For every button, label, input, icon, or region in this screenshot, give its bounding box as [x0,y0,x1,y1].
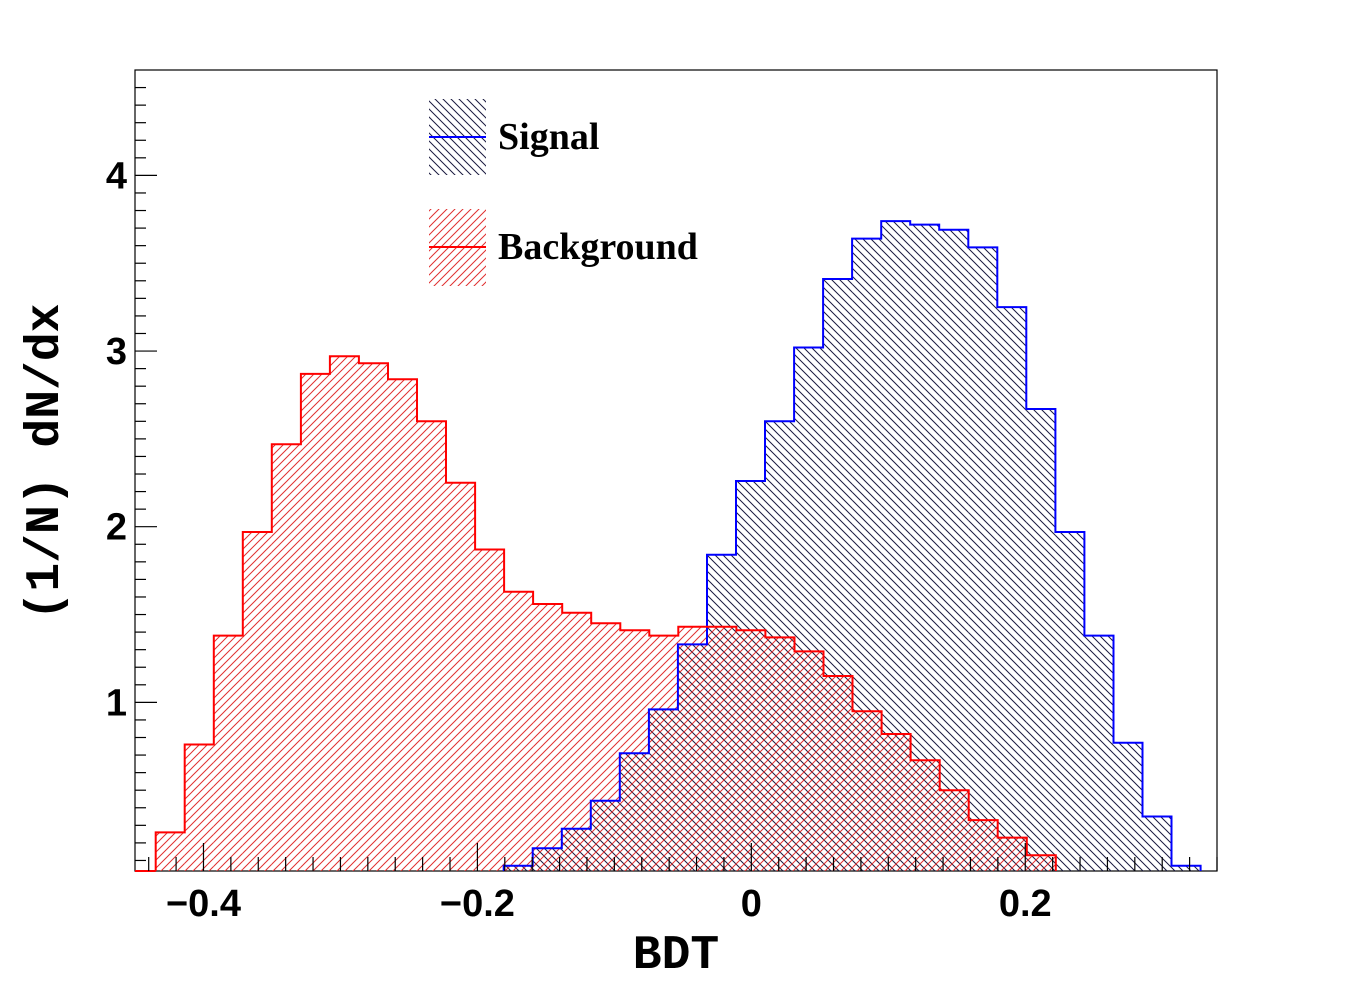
bar-background-20 [736,630,766,871]
legend-label-background: Background [498,226,698,268]
bar-background-7 [358,363,388,871]
bar-background-22 [794,651,824,871]
bar-signal-17 [997,307,1027,871]
histogram-layer [135,220,1202,872]
legend-entry-background: Background [429,209,698,286]
bar-signal-19 [1055,531,1085,871]
y-tick-label: 3 [106,331,127,373]
series-background-outline [154,355,1057,871]
bar-background-28 [968,820,998,871]
bar-background-16 [620,630,650,871]
bar-background-4 [271,444,301,871]
bar-background-25 [881,733,911,871]
x-tick-label: −0.4 [166,883,241,925]
x-tick-label: 0.2 [999,883,1052,925]
bar-background-3 [242,531,272,871]
bar-background-27 [939,790,969,871]
y-tick-label: 1 [106,682,127,724]
bar-background-9 [417,421,447,871]
bar-signal-18 [1026,409,1056,871]
axis-layer: −0.4 −0.2 0 0.2 1 2 3 4 [106,86,1218,925]
bar-background-0 [155,832,185,871]
legend: Signal Background [429,99,698,286]
bar-background-1 [184,744,214,871]
y-tick-label: 2 [106,507,127,549]
bar-background-21 [765,637,795,871]
bar-signal-21 [1113,742,1143,871]
bar-background-8 [387,379,418,871]
x-tick-label: −0.2 [440,883,515,925]
bar-background-14 [562,612,592,871]
bar-background-15 [591,623,621,871]
bar-background-17 [649,635,679,871]
bar-background-13 [533,604,563,871]
bar-background-18 [678,626,708,871]
bar-background-26 [910,760,940,871]
x-tick-label: 0 [741,883,762,925]
bar-signal-15 [939,229,969,871]
y-tick-label: 4 [106,155,127,197]
bar-background-23 [823,676,853,871]
bar-signal-20 [1084,635,1114,871]
bar-background-10 [446,482,476,871]
bar-background-2 [213,635,243,871]
legend-entry-signal: Signal [429,99,599,175]
bar-signal-16 [968,247,998,871]
bar-signal-22 [1142,816,1172,871]
bar-signal-23 [1171,865,1201,871]
bar-background-6 [329,356,359,871]
bar-background-19 [707,626,737,871]
bar-background-29 [997,837,1027,871]
bar-background-30 [1026,855,1056,871]
series-signal-outline [502,220,1202,871]
bar-background-12 [504,591,534,871]
legend-label-signal: Signal [498,116,599,158]
y-axis-title: (1/N) dN/dx [19,304,73,621]
bar-background-24 [852,711,882,871]
series-background-bars [155,356,1056,871]
x-axis-title: BDT [633,929,719,983]
bar-background-11 [475,549,505,871]
bar-background-5 [300,373,330,871]
